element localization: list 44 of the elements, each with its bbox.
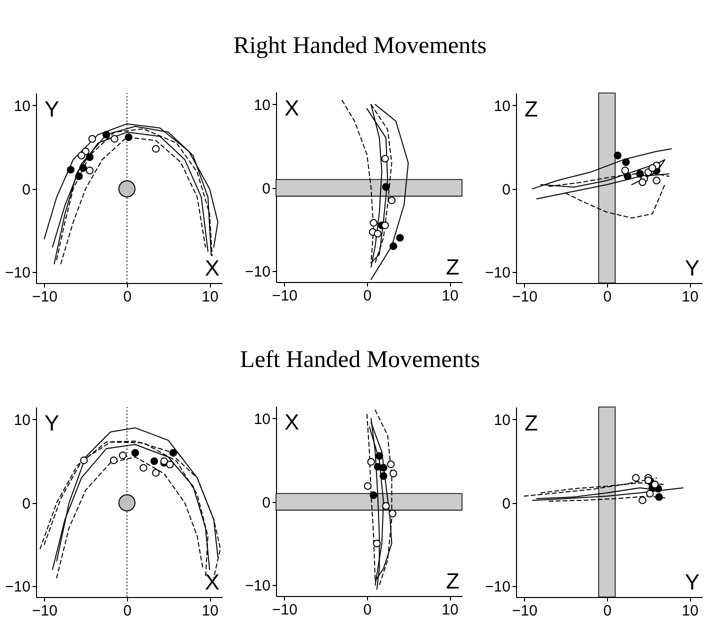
x-axis-title: X (204, 256, 220, 280)
y-axis-title: X (284, 96, 300, 120)
y-tick-label: −10 (5, 578, 30, 596)
y-tick-label: 0 (262, 180, 270, 198)
y-tick-label: 0 (22, 181, 30, 198)
y-tick-label: −10 (5, 264, 30, 282)
x-axis-title: Y (684, 256, 700, 280)
y-axis-title: X (284, 410, 300, 434)
y-tick-label: 10 (494, 412, 510, 429)
y-tick-label: 0 (22, 495, 30, 512)
x-tick-label: 0 (123, 602, 132, 620)
x-tick-label: 10 (442, 288, 458, 304)
y-tick-label: −10 (245, 578, 270, 595)
x-tick-label: 10 (682, 602, 698, 620)
x-axis-title: X (204, 570, 220, 594)
x-tick-label: 0 (123, 288, 132, 306)
x-tick-label: 0 (603, 288, 612, 306)
x-axis-title: Y (684, 570, 700, 594)
chart-title: Left Handed Movements (239, 346, 481, 375)
y-tick-label: 0 (502, 181, 510, 198)
x-tick-label: 10 (202, 288, 218, 306)
y-tick-label: −10 (485, 264, 510, 282)
y-tick-label: 10 (14, 98, 30, 115)
y-tick-label: 10 (254, 97, 270, 114)
y-tick-label: 10 (14, 412, 30, 429)
x-tick-label: 10 (682, 288, 698, 306)
y-axis-title: Y (44, 96, 60, 122)
x-axis-title: Z (446, 568, 460, 594)
x-tick-label: 0 (363, 288, 372, 304)
x-tick-label: 10 (442, 602, 458, 618)
y-axis-title: Z (524, 96, 538, 122)
x-tick-label: 10 (202, 602, 218, 620)
y-tick-label: 0 (262, 494, 270, 512)
y-tick-label: −10 (245, 264, 270, 281)
x-tick-label: 0 (363, 602, 372, 618)
y-tick-label: 10 (494, 98, 510, 115)
x-tick-label: 0 (603, 602, 612, 620)
y-tick-label: 10 (254, 411, 270, 428)
y-axis-title: Y (44, 410, 60, 436)
y-tick-label: 0 (502, 495, 510, 512)
y-axis-title: Z (524, 410, 538, 436)
y-tick-label: −10 (485, 578, 510, 596)
chart-title: Right Handed Movements (232, 32, 488, 61)
x-axis-title: Z (446, 254, 460, 280)
